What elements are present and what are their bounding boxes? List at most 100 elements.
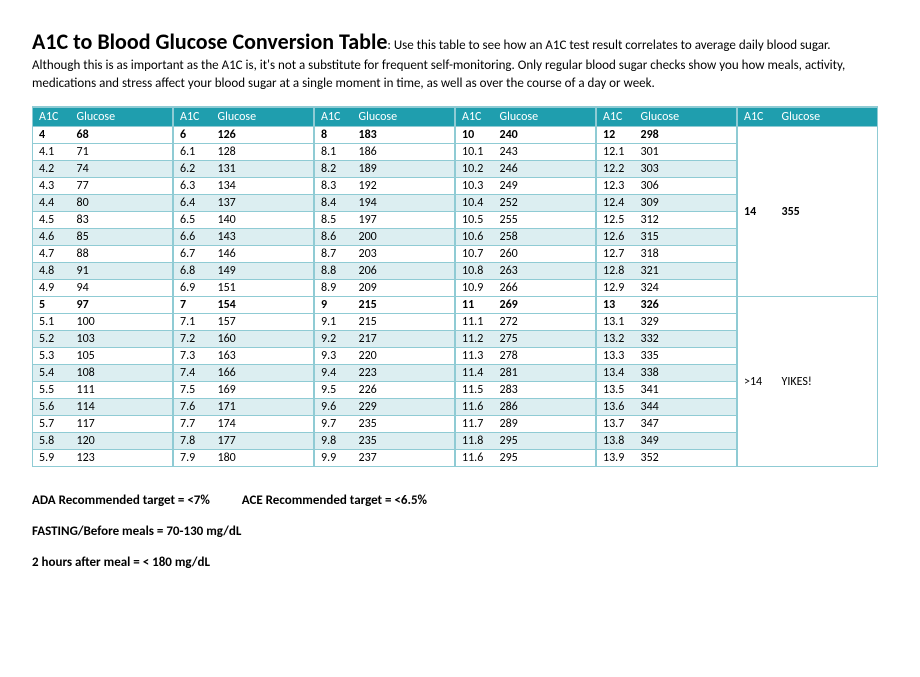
cell-a1c: 7.5 xyxy=(174,382,212,399)
table-row: 9.6229 xyxy=(315,399,455,416)
cell-glucose: 88 xyxy=(71,246,173,263)
conversion-column-6: A1CGlucose14355>14YIKES! xyxy=(737,106,878,467)
cell-a1c: 6.6 xyxy=(174,229,212,246)
table-row: 10.5255 xyxy=(456,212,596,229)
cell-glucose: 163 xyxy=(212,348,314,365)
title-line: A1C to Blood Glucose Conversion Table: U… xyxy=(32,28,888,55)
cell-a1c: 5.1 xyxy=(33,314,71,331)
cell-a1c: 8.9 xyxy=(315,280,353,297)
table-row: 10240 xyxy=(456,127,596,144)
table-row: 7.3163 xyxy=(174,348,314,365)
cell-a1c: 6.1 xyxy=(174,144,212,161)
cell-a1c: 5.6 xyxy=(33,399,71,416)
cell-glucose: 235 xyxy=(353,416,455,433)
table-row: 6.8149 xyxy=(174,263,314,280)
table-row: 5.4108 xyxy=(33,365,173,382)
cell-glucose: 283 xyxy=(494,382,596,399)
cell-a1c: 13.9 xyxy=(597,450,635,467)
cell-a1c: 8.7 xyxy=(315,246,353,263)
cell-a1c: 13.4 xyxy=(597,365,635,382)
table-row: 5.2103 xyxy=(33,331,173,348)
cell-glucose: 97 xyxy=(71,297,173,314)
cell-glucose: 318 xyxy=(635,246,737,263)
cell-glucose: 286 xyxy=(494,399,596,416)
table-row: 11.5283 xyxy=(456,382,596,399)
table-row: 13.3335 xyxy=(597,348,737,365)
note-ada: ADA Recommended target = <7% xyxy=(32,493,210,508)
cell-a1c: 10 xyxy=(456,127,494,144)
cell-a1c: 10.4 xyxy=(456,195,494,212)
table-row: 8183 xyxy=(315,127,455,144)
col-header-glucose: Glucose xyxy=(494,107,596,127)
conversion-column-2: A1CGlucose61266.11286.21316.31346.41376.… xyxy=(173,106,314,467)
table-row: 8.3192 xyxy=(315,178,455,195)
cell-a1c: 6.8 xyxy=(174,263,212,280)
table-row: 12.9324 xyxy=(597,280,737,297)
cell-glucose: 240 xyxy=(494,127,596,144)
table-row: 7.2160 xyxy=(174,331,314,348)
table-row: 6.5140 xyxy=(174,212,314,229)
table-row: 12.3306 xyxy=(597,178,737,195)
cell-a1c: 10.1 xyxy=(456,144,494,161)
cell-a1c: 9.1 xyxy=(315,314,353,331)
table-row: 5.6114 xyxy=(33,399,173,416)
cell-a1c: 12.7 xyxy=(597,246,635,263)
cell-glucose: 258 xyxy=(494,229,596,246)
table-row: 13.5341 xyxy=(597,382,737,399)
table-row: 10.6258 xyxy=(456,229,596,246)
table-row: 9.5226 xyxy=(315,382,455,399)
table-row: 11.6286 xyxy=(456,399,596,416)
cell-a1c: 13.5 xyxy=(597,382,635,399)
cell-a1c: 5 xyxy=(33,297,71,314)
cell-a1c: 13.8 xyxy=(597,433,635,450)
cell-glucose: 137 xyxy=(212,195,314,212)
cell-a1c: 4.8 xyxy=(33,263,71,280)
cell-glucose: 338 xyxy=(635,365,737,382)
col-header-a1c: A1C xyxy=(315,107,353,127)
cell-glucose: 324 xyxy=(635,280,737,297)
col-header-glucose: Glucose xyxy=(635,107,737,127)
cell-glucose: 255 xyxy=(494,212,596,229)
cell-a1c: 5.2 xyxy=(33,331,71,348)
cell-glucose: 332 xyxy=(635,331,737,348)
cell-glucose: 275 xyxy=(494,331,596,348)
table-row: 4.274 xyxy=(33,161,173,178)
cell-a1c: 4.2 xyxy=(33,161,71,178)
table-row: 12.8321 xyxy=(597,263,737,280)
cell-a1c: 4.3 xyxy=(33,178,71,195)
table-row: 5.1100 xyxy=(33,314,173,331)
cell-a1c: 4 xyxy=(33,127,71,144)
page-title: A1C to Blood Glucose Conversion Table xyxy=(32,28,387,55)
cell-a1c: 7.3 xyxy=(174,348,212,365)
cell-glucose: 94 xyxy=(71,280,173,297)
cell-glucose: 269 xyxy=(494,297,596,314)
col-header-a1c: A1C xyxy=(33,107,71,127)
cell-a1c: 12.2 xyxy=(597,161,635,178)
cell-a1c: 4.7 xyxy=(33,246,71,263)
cell-a1c: 5.4 xyxy=(33,365,71,382)
cell-glucose: 315 xyxy=(635,229,737,246)
cell-glucose: 301 xyxy=(635,144,737,161)
cell-glucose: 260 xyxy=(494,246,596,263)
cell-glucose: 352 xyxy=(635,450,737,467)
table-row: 6.2131 xyxy=(174,161,314,178)
table-row: 10.9266 xyxy=(456,280,596,297)
cell-a1c: 6.2 xyxy=(174,161,212,178)
note-fasting: FASTING/Before meals = 70-130 mg/dL xyxy=(32,524,888,539)
cell-a1c: 14 xyxy=(738,127,776,297)
cell-a1c: 4.6 xyxy=(33,229,71,246)
cell-a1c: 11.6 xyxy=(456,450,494,467)
table-row: 6.7146 xyxy=(174,246,314,263)
intro-text: Although this is as important as the A1C… xyxy=(32,57,888,92)
table-row: 7.5169 xyxy=(174,382,314,399)
cell-a1c: 11.5 xyxy=(456,382,494,399)
conversion-column-1: A1CGlucose4684.1714.2744.3774.4804.5834.… xyxy=(32,106,173,467)
table-row: 10.8263 xyxy=(456,263,596,280)
table-row: 12298 xyxy=(597,127,737,144)
cell-a1c: 12.8 xyxy=(597,263,635,280)
table-row: 9.7235 xyxy=(315,416,455,433)
cell-glucose: 128 xyxy=(212,144,314,161)
cell-glucose: 103 xyxy=(71,331,173,348)
cell-a1c: 13.3 xyxy=(597,348,635,365)
cell-glucose: 223 xyxy=(353,365,455,382)
